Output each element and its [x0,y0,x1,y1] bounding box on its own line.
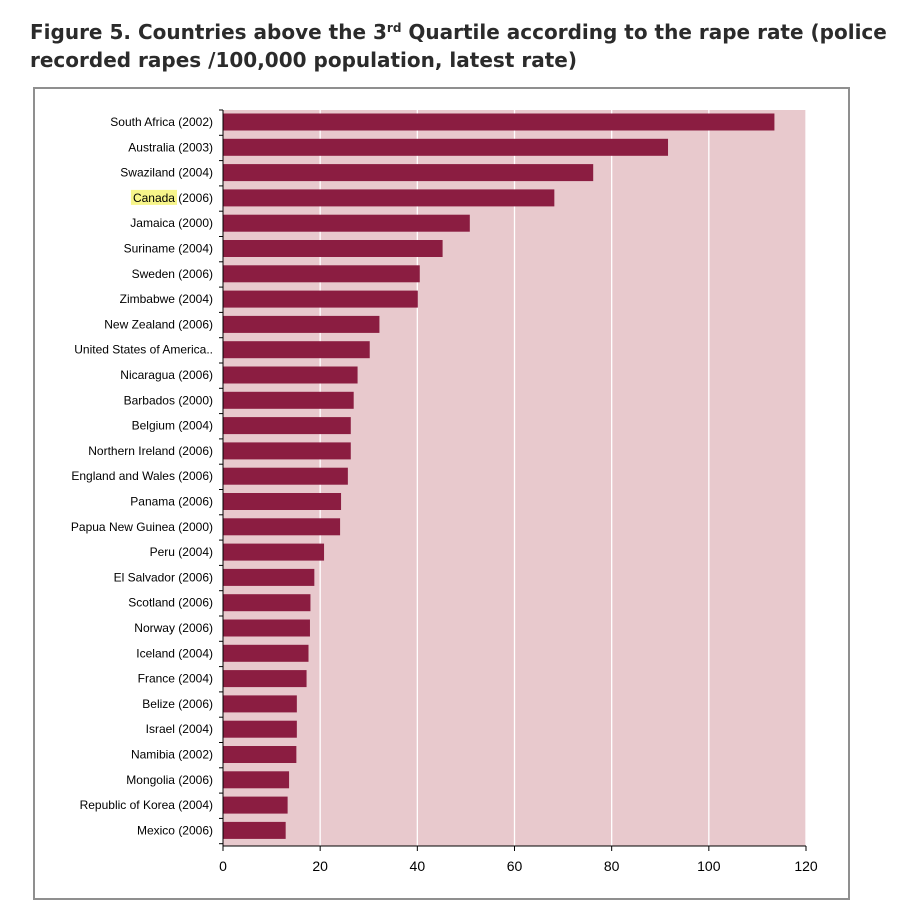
bar-19 [223,594,311,612]
bar-7 [223,290,418,308]
x-tick-label: 20 [312,858,328,874]
category-label: Nicaragua (2006) [120,368,213,382]
category-label: Northern Ireland (2006) [88,444,213,458]
bar-17 [223,543,325,561]
bar-26 [223,771,290,789]
highlight-marker [130,189,177,205]
bar-16 [223,518,341,536]
x-tick-label: 80 [604,858,620,874]
category-label: Republic of Korea (2004) [80,798,213,812]
category-labels: South Africa (2002) Australia (2003) Swazi… [71,115,213,837]
bar-27 [223,796,288,814]
bars [223,113,775,839]
bar-2 [223,164,594,182]
category-label: Zimbabwe (2004) [120,292,213,306]
highlights [130,189,177,205]
bar-15 [223,493,342,510]
x-tick-label: 60 [507,858,523,874]
bar-0 [223,113,775,131]
category-label: Norway (2006) [134,621,213,635]
bar-6 [223,265,420,283]
bar-4 [223,214,470,232]
x-tick-label: 0 [219,858,227,874]
bar-18 [223,568,315,586]
x-tick-label: 40 [410,858,426,874]
bar-8 [223,315,380,333]
bar-13 [223,442,351,460]
category-label: Israel (2004) [146,722,213,736]
bar-23 [223,695,297,713]
figure-title-prefix: Figure 5. Countries above the 3 [30,20,387,44]
category-label: England and Wales (2006) [71,469,213,483]
category-label: Belgium (2004) [132,419,213,433]
category-label: Swaziland (2004) [120,166,213,180]
category-label: France (2004) [138,672,213,686]
category-label: Belize (2006) [142,697,213,711]
category-label: Australia (2003) [128,140,213,154]
category-label: Scotland (2006) [128,596,213,610]
category-label: Papua New Guinea (2000) [71,520,213,534]
figure-title: Figure 5. Countries above the 3rd Quarti… [30,18,910,74]
bar-28 [223,821,286,839]
x-axis: 0 20 40 60 80 100 120 [219,109,818,874]
category-label: Iceland (2004) [136,646,213,660]
bar-12 [223,417,351,435]
chart-frame: South Africa (2002) Australia (2003) Swazi… [33,87,850,900]
bar-chart: South Africa (2002) Australia (2003) Swazi… [71,109,818,874]
category-label: Jamaica (2000) [130,216,213,230]
category-label: United States of America.. [74,343,213,357]
bar-22 [223,670,307,688]
x-tick-label: 120 [794,858,818,874]
bar-21 [223,644,309,662]
figure-title-suffix: Quartile according to the rape rate (pol… [30,20,887,72]
category-label: New Zealand (2006) [104,317,213,331]
category-label: Peru (2004) [150,545,213,559]
bar-11 [223,391,354,409]
gridlines [319,110,807,846]
category-label: Panama (2006) [130,495,213,509]
category-label: El Salvador (2006) [114,570,213,584]
category-label: Canada (2006) [133,191,213,205]
category-label: Sweden (2006) [132,267,213,281]
bar-1 [223,138,669,156]
bar-5 [223,240,443,257]
bar-25 [223,746,297,763]
bar-14 [223,467,348,485]
category-label: Mexico (2006) [137,823,213,837]
bar-24 [223,720,297,738]
category-label: Mongolia (2006) [126,773,213,787]
bar-9 [223,341,370,359]
bar-20 [223,619,310,637]
bar-10 [223,366,358,384]
figure-title-superscript: rd [386,21,402,35]
bar-3 [223,189,555,207]
x-tick-label: 100 [697,858,721,874]
category-label: Barbados (2000) [124,393,213,407]
category-label: Namibia (2002) [131,748,213,762]
category-label: South Africa (2002) [110,115,213,129]
category-label: Suriname (2004) [124,242,213,256]
